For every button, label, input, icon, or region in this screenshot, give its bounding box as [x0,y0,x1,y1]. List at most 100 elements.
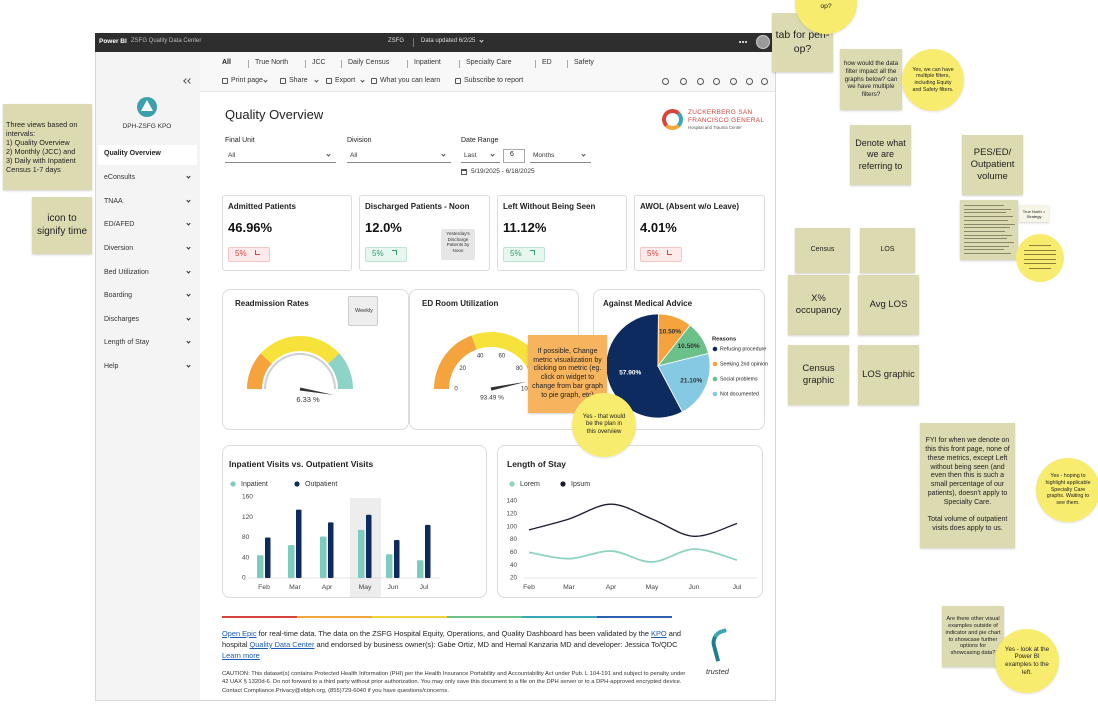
more-dots [739,41,747,43]
toolbar-icon [680,78,687,85]
nav-item[interactable]: Diversion [104,245,134,252]
toolbar-icon [730,78,737,85]
nav-item[interactable]: eConsults [104,174,136,181]
tiny-note-line [964,208,1011,210]
note-text: If possible, Change metric visualization… [532,347,603,399]
tab[interactable]: All [222,59,231,66]
kpi-value: 46.96% [228,220,273,235]
kpi-change: 5% [235,249,247,258]
dropdown-value: All [350,152,358,159]
sticky-note: Are there other visual examples outside … [942,606,1004,667]
weekly-button[interactable] [348,296,378,326]
trusted: trusted [706,667,729,676]
nav-item[interactable]: Boarding [104,292,133,299]
note-text: Are there other visual examples outside … [945,615,1001,657]
kpi-change-badge [640,247,682,262]
kpi-value: 11.12% [503,220,547,235]
toolbar-icon [761,78,768,85]
sticky-note: Avg LOS [858,275,919,335]
kpi-arrow [392,250,397,255]
toolbar-icon [371,78,377,84]
note-text: X% occupancy [795,293,842,316]
comment-bubble: Yes - hoping to highlight applicable Spe… [1036,458,1098,522]
kpi-change: 5% [372,249,384,258]
toolbar-item[interactable]: What you can learn [380,77,441,84]
toolbar-icon [662,78,669,85]
hospital-logo [662,109,683,130]
toolbar-item[interactable]: Subscribe to report [464,77,524,84]
separator [413,38,414,47]
kpi-arrow [530,250,535,255]
footer-span: for real-time data. The data on the ZSFG… [256,629,652,638]
note-text: FYI for when we denote on this this fron… [925,437,1010,532]
sticky-note: Census [795,228,850,273]
tiny-comment-line [1029,267,1051,269]
sticky-note: True North = Strategy [1019,205,1049,222]
button-label: Weekly [355,308,373,314]
app-name: Power BI [99,38,127,45]
nav-item[interactable]: TNAA [104,198,123,205]
tiny-note-line [964,249,1004,251]
color-rule [297,616,372,618]
hospital-sub: Hospital and Trauma Center [688,125,742,130]
dropdown[interactable] [225,150,336,163]
tab[interactable]: Inpatient [414,59,441,66]
tab[interactable]: ED [542,59,552,66]
toolbar-item[interactable]: Export [335,77,356,84]
nav-item[interactable]: ED/AFED [104,221,135,228]
filter-label: Division [347,137,372,144]
footer-link[interactable]: Learn more [222,651,260,660]
nav-item[interactable]: Discharges [104,316,140,323]
tooltip [441,229,475,260]
color-rule [522,616,597,618]
tiny-note-line [964,219,1008,221]
nav-item[interactable]: Quality Overview [104,150,161,157]
tooltip-text: Yesterday's Discharge Patients by Noon [446,231,470,253]
dropdown[interactable] [347,150,451,163]
footer-link[interactable]: KPO [651,629,667,638]
comment-text: Yes - that would be the plan in this ove… [582,413,626,435]
footer-link[interactable]: Open Epic [222,629,257,638]
nav-item[interactable]: Length of Stay [104,339,150,346]
kpi-title: Left Without Being Seen [503,202,596,211]
nav-selected [98,145,197,165]
comment-bubble: Yes, we can have multiple filters, inclu… [902,49,964,111]
kpi-title: Discharged Patients - Noon [365,202,470,211]
toolbar-icon [280,78,286,84]
sticky-note: Denote what we are referring to [850,125,911,185]
chart-title: Against Medical Advice [603,299,693,308]
comment-bubble: Yes - look at the Power BI examples to t… [995,629,1059,693]
note-text: Census graphic [802,363,835,386]
tab[interactable]: JCC [312,59,326,66]
tiny-note-line [964,242,1014,243]
org-name: DPH-ZSFG KPO [122,123,172,130]
sticky-note: Census graphic [788,345,849,405]
toolbar-item[interactable]: Share [289,77,308,84]
sticky-note: FYI for when we denote on this this fron… [920,423,1015,548]
footer-link[interactable]: Quality Data Center [249,640,315,649]
dropdown[interactable] [461,150,500,163]
color-rule [222,616,297,618]
dropdown-value: Months [533,152,555,159]
tiny-note-line [964,234,1012,236]
tab[interactable]: True North [255,59,289,66]
tab[interactable]: Safety [574,59,594,66]
tab[interactable]: Specialty Care [466,59,512,66]
color-rule [597,616,672,618]
tiny-comment [1016,234,1064,282]
dropdown[interactable] [530,150,591,163]
tab[interactable]: Daily Census [348,59,390,66]
nav-item[interactable]: Bed Utilization [104,269,149,276]
toolbar-icon [713,78,720,85]
number-input[interactable] [503,149,525,163]
chart-title: Readmission Rates [235,299,309,308]
note-text: PES/ED/ Outpatient volume [970,147,1015,182]
data-updated: Data updated 6/2/25 [421,38,476,44]
toolbar-item[interactable]: Print page [231,77,263,84]
nav-item[interactable]: Help [104,363,119,370]
toolbar-icon [455,78,461,84]
caution: CAUTION: This dataset(s) contains Protec… [222,671,686,694]
tiny-note-line [964,245,1009,247]
kpi-change: 5% [647,249,659,258]
comment-text: Yes, we can have multiple filters, inclu… [912,66,954,93]
